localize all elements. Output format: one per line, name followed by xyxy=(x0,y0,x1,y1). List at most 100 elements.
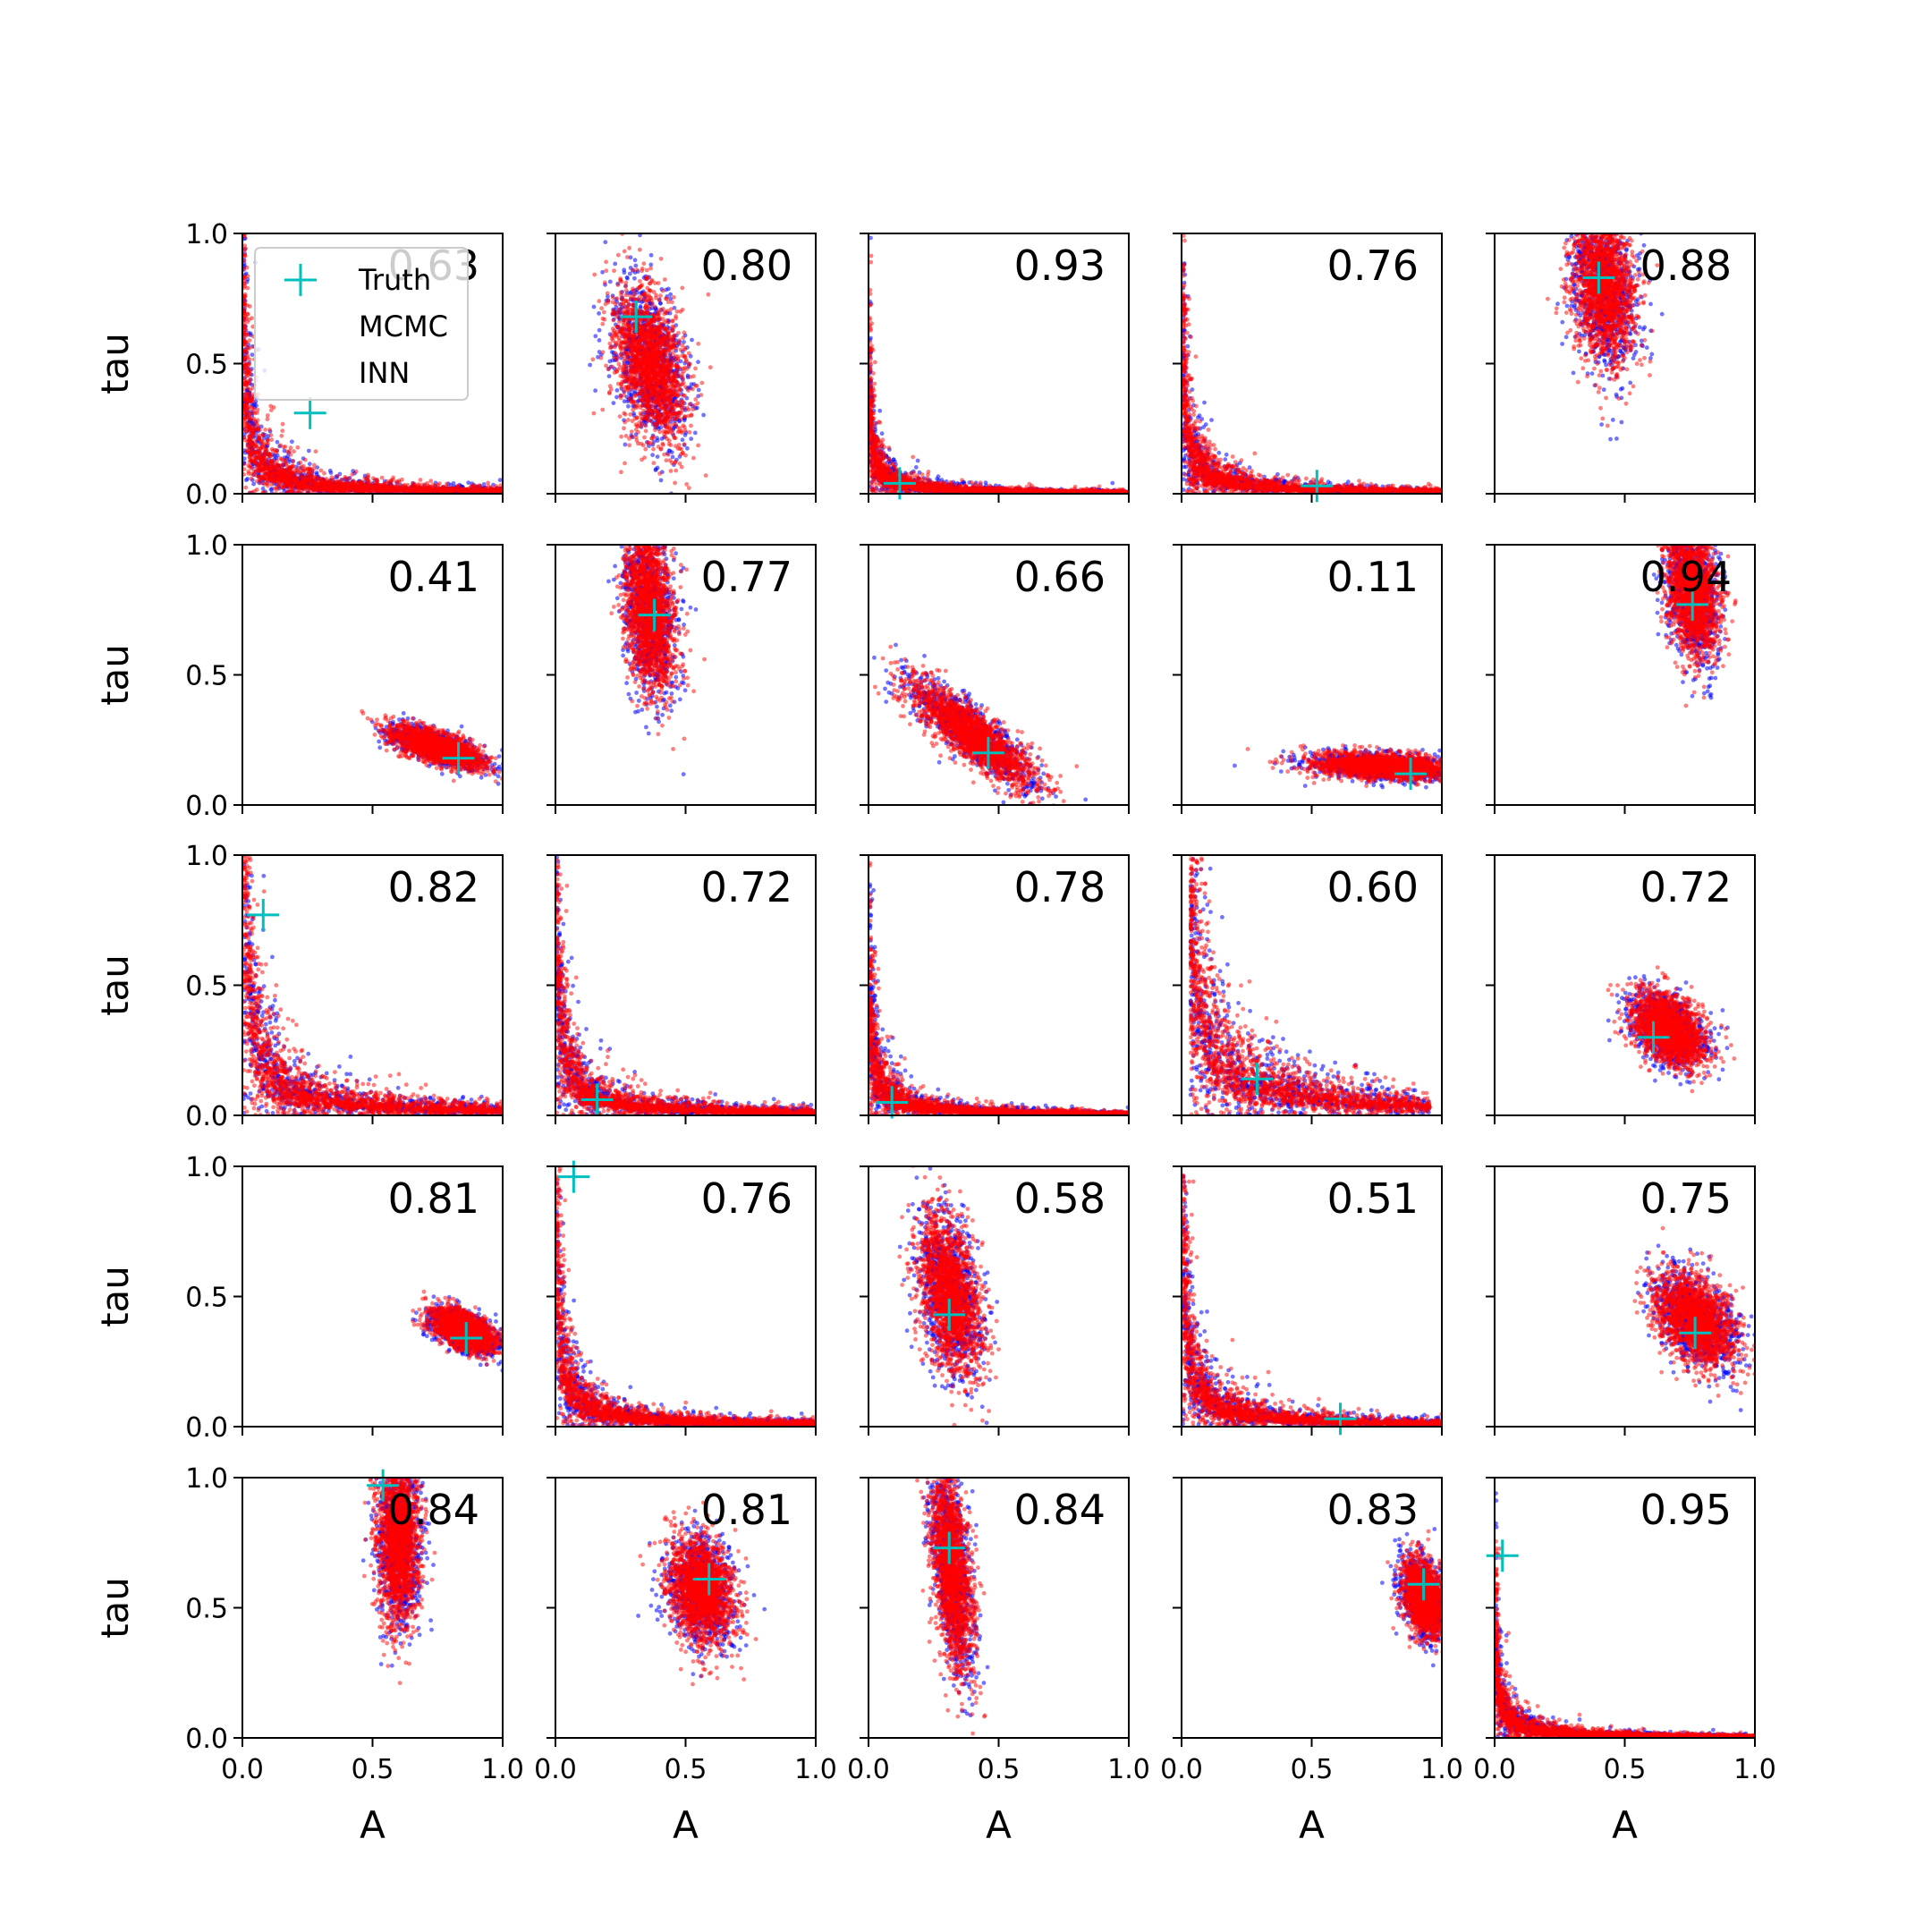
inn-point xyxy=(284,445,288,449)
inn-point xyxy=(244,374,249,378)
inn-point xyxy=(287,466,292,470)
inn-point xyxy=(658,293,663,298)
inn-point xyxy=(250,466,254,470)
legend-label: INN xyxy=(359,356,410,390)
inn-point xyxy=(243,294,248,299)
inn-point xyxy=(616,283,621,287)
inn-point xyxy=(258,446,263,451)
mcmc-point xyxy=(615,388,620,393)
inn-point xyxy=(242,221,246,225)
inn-point xyxy=(308,475,312,479)
inn-point xyxy=(642,436,647,440)
inn-point xyxy=(623,250,627,254)
mcmc-point xyxy=(261,487,266,491)
inn-point xyxy=(673,481,677,486)
inn-point xyxy=(278,479,283,484)
mcmc-point xyxy=(593,334,597,338)
inn-point xyxy=(280,428,284,433)
inn-point xyxy=(267,428,272,432)
inn-point xyxy=(251,407,256,411)
inn-point xyxy=(345,482,350,487)
mcmc-point xyxy=(629,393,633,397)
inn-point xyxy=(317,482,321,487)
inn-point xyxy=(278,443,283,447)
inn-point xyxy=(270,447,275,452)
mcmc-point xyxy=(242,221,247,225)
inn-point xyxy=(630,429,634,434)
inn-point xyxy=(270,479,275,484)
inn-point xyxy=(626,418,631,422)
inn-point xyxy=(335,474,340,479)
inn-point xyxy=(603,281,607,285)
inn-point xyxy=(248,387,252,392)
inn-point xyxy=(350,472,354,477)
inn-point xyxy=(433,488,437,493)
inn-point xyxy=(657,430,662,435)
inn-point xyxy=(275,449,279,453)
inn-point xyxy=(319,487,324,491)
inn-point xyxy=(622,323,626,327)
inn-point xyxy=(661,443,665,447)
mcmc-point xyxy=(656,454,660,459)
inn-point xyxy=(667,442,672,446)
inn-point xyxy=(619,291,623,295)
inn-point xyxy=(338,484,343,488)
inn-point xyxy=(269,468,274,472)
inn-point xyxy=(306,470,310,474)
inn-point xyxy=(682,330,687,335)
inn-point xyxy=(453,488,458,493)
inn-point xyxy=(680,430,684,435)
inn-point xyxy=(278,456,283,461)
inn-point xyxy=(281,422,285,427)
inn-point xyxy=(633,394,638,398)
inn-point xyxy=(653,428,657,432)
inn-point xyxy=(659,322,664,326)
mcmc-point xyxy=(659,479,664,483)
inn-point xyxy=(245,425,250,429)
mcmc-point xyxy=(597,311,601,316)
mcmc-point xyxy=(242,137,247,141)
inn-point xyxy=(244,212,249,216)
inn-point xyxy=(420,483,425,487)
inn-point xyxy=(242,192,247,197)
inn-point xyxy=(371,488,376,493)
inn-point xyxy=(674,469,678,473)
inn-point xyxy=(406,483,411,487)
inn-point xyxy=(251,431,256,436)
inn-point xyxy=(312,463,317,468)
inn-point xyxy=(671,431,675,436)
inn-point xyxy=(687,362,691,367)
inn-point xyxy=(621,306,625,310)
inn-point xyxy=(247,448,251,453)
inn-point xyxy=(265,481,269,486)
inn-point xyxy=(242,154,247,158)
inn-point xyxy=(366,473,370,478)
inn-point xyxy=(615,325,620,329)
inn-point xyxy=(280,462,284,467)
mcmc-point xyxy=(690,338,694,343)
inn-point xyxy=(264,472,268,477)
inn-point xyxy=(267,453,272,458)
inn-point xyxy=(688,402,692,407)
mcmc-point xyxy=(275,440,280,445)
mcmc-point xyxy=(597,328,602,333)
inn-point xyxy=(641,443,646,447)
mcmc-point xyxy=(668,449,673,453)
inn-point xyxy=(687,486,691,490)
inn-point xyxy=(242,216,246,221)
inn-point xyxy=(266,417,270,421)
inn-point xyxy=(610,365,614,369)
inn-point xyxy=(668,385,673,389)
inn-point xyxy=(678,403,682,408)
mcmc-point xyxy=(626,404,631,409)
mcmc-point xyxy=(242,140,246,145)
inn-point xyxy=(664,435,668,439)
inn-point xyxy=(263,428,267,432)
inn-point xyxy=(652,461,657,465)
mcmc-point xyxy=(632,276,637,281)
inn-point xyxy=(437,488,442,493)
inn-point xyxy=(376,482,380,487)
inn-point xyxy=(597,299,601,303)
mcmc-point xyxy=(666,287,671,292)
